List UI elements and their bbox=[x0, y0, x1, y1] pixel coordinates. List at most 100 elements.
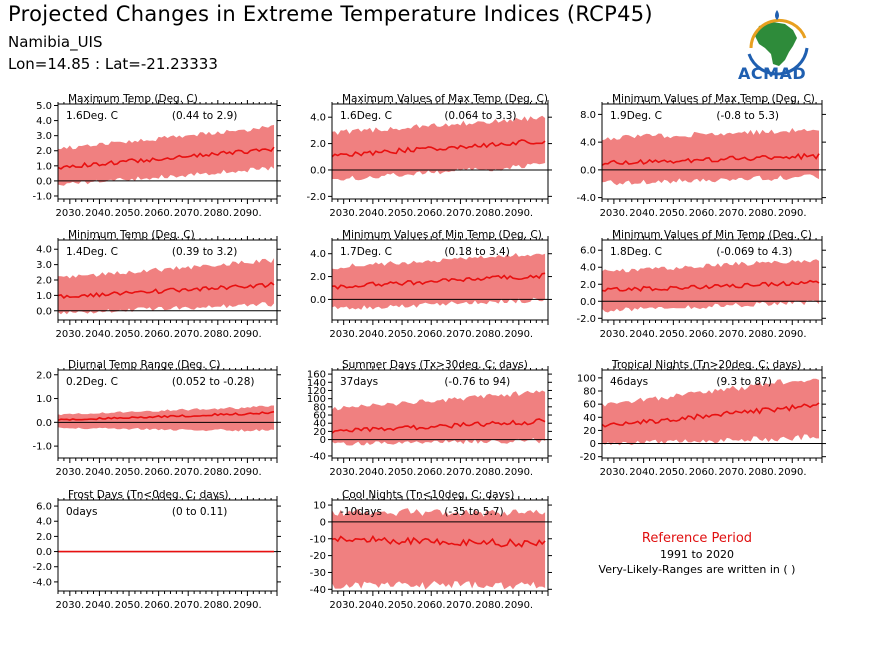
x-tick-label: 2060. bbox=[417, 329, 446, 340]
x-tick-label: 2070. bbox=[174, 467, 203, 478]
summary-value: 1.6Deg. C bbox=[66, 110, 118, 122]
plot-frame bbox=[331, 369, 549, 459]
x-tick-label: 2080. bbox=[203, 329, 232, 340]
y-tick-label: 4.0 bbox=[36, 116, 52, 127]
x-tick-label: 2060. bbox=[144, 208, 173, 219]
x-tick-label: 2030. bbox=[56, 467, 85, 478]
x-tick-label: 2080. bbox=[203, 467, 232, 478]
y-tick-label: 120 bbox=[307, 386, 326, 397]
y-tick-label: -4.0 bbox=[32, 577, 52, 588]
y-tick-label: 2.0 bbox=[36, 370, 52, 381]
chart-title: Summer Days (Tx>30deg. C; days) bbox=[342, 359, 528, 371]
x-tick-label: 2040. bbox=[359, 467, 388, 478]
x-tick-label: 2090. bbox=[233, 467, 262, 478]
x-tick-label: 2090. bbox=[233, 208, 262, 219]
x-tick-label: 2080. bbox=[475, 208, 504, 219]
location-label: Namibia_UIS bbox=[8, 33, 103, 51]
median-line bbox=[602, 402, 820, 428]
y-tick-label: -1.0 bbox=[32, 191, 52, 202]
y-tick-label: 160 bbox=[307, 370, 326, 381]
y-tick-label: 60 bbox=[583, 400, 596, 411]
x-tick-label: 2030. bbox=[600, 467, 629, 478]
summary-value: 1.9Deg. C bbox=[610, 110, 662, 122]
chart-title: Minimum Values of Min Temp (Deg. C) bbox=[612, 229, 812, 241]
x-tick-label: 2090. bbox=[504, 600, 533, 611]
likely-range-band bbox=[58, 124, 274, 186]
likely-range-value: (-0.76 to 94) bbox=[444, 376, 510, 388]
y-tick-label: -2.0 bbox=[306, 192, 326, 203]
likely-range-value: (-0.069 to 4.3) bbox=[716, 246, 792, 258]
summary-value: 0days bbox=[66, 506, 97, 518]
plot-area bbox=[58, 124, 277, 186]
y-tick-label: 10 bbox=[313, 501, 326, 512]
summary-value: 1.8Deg. C bbox=[610, 246, 662, 258]
y-tick-label: 2.0 bbox=[36, 532, 52, 543]
acmad-logo bbox=[747, 10, 809, 76]
x-tick-label: 2080. bbox=[748, 329, 777, 340]
summary-value: 46days bbox=[610, 376, 648, 388]
x-tick-label: 2030. bbox=[600, 208, 629, 219]
x-tick-label: 2070. bbox=[174, 208, 203, 219]
x-tick-label: 2050. bbox=[659, 467, 688, 478]
likely-range-value: (-35 to 5.7) bbox=[444, 506, 503, 518]
x-tick-label: 2050. bbox=[115, 600, 144, 611]
y-tick-label: 60 bbox=[313, 411, 326, 422]
x-tick-label: 2060. bbox=[144, 467, 173, 478]
median-line bbox=[602, 279, 820, 293]
plot-area bbox=[602, 259, 822, 313]
chart-title: Minimum Values of Min Temp (Deg. C) bbox=[342, 229, 542, 241]
x-tick-label: 2030. bbox=[329, 600, 358, 611]
y-tick-label: 0 bbox=[320, 435, 326, 446]
y-tick-label: 140 bbox=[307, 378, 326, 389]
x-tick-label: 2030. bbox=[56, 329, 85, 340]
plot-area bbox=[602, 378, 822, 446]
x-tick-label: 2060. bbox=[417, 208, 446, 219]
chart-title: Minimum Values of Max Temp (Deg. C) bbox=[612, 93, 815, 105]
y-tick-label: 6.0 bbox=[580, 246, 596, 257]
chart-panel: -4.0 -2.0 0.0 2.0 4.0 6.0 2030. 2040. 2050. 2060.… bbox=[32, 489, 281, 611]
plot-frame bbox=[57, 499, 278, 592]
likely-range-band bbox=[58, 258, 274, 315]
y-tick-label: -2.0 bbox=[32, 562, 52, 573]
plot-frame bbox=[601, 239, 823, 321]
x-tick-label: 2070. bbox=[718, 208, 747, 219]
x-tick-label: 2060. bbox=[417, 467, 446, 478]
x-tick-label: 2040. bbox=[629, 208, 658, 219]
x-tick-label: 2050. bbox=[659, 208, 688, 219]
y-tick-label: 0 bbox=[320, 517, 326, 528]
x-tick-label: 2080. bbox=[475, 467, 504, 478]
x-tick-label: 2030. bbox=[329, 467, 358, 478]
page-title: Projected Changes in Extreme Temperature… bbox=[8, 2, 653, 26]
plot-area bbox=[332, 115, 548, 181]
summary-value: 37days bbox=[340, 376, 378, 388]
y-tick-label: 20 bbox=[583, 426, 596, 437]
y-tick-label: 4.0 bbox=[310, 113, 326, 124]
chart-title: Frost Days (Tn<0deg. C; days) bbox=[68, 489, 228, 501]
x-tick-label: 2070. bbox=[446, 467, 475, 478]
median-line bbox=[332, 418, 546, 434]
median-line bbox=[332, 534, 546, 548]
y-tick-label: -40 bbox=[310, 451, 326, 462]
x-tick-label: 2050. bbox=[388, 467, 417, 478]
x-tick-label: 2050. bbox=[115, 329, 144, 340]
plot-frame bbox=[331, 103, 549, 200]
x-tick-label: 2090. bbox=[233, 329, 262, 340]
x-tick-label: 2040. bbox=[85, 600, 114, 611]
plot-frame bbox=[601, 369, 823, 459]
x-tick-label: 2060. bbox=[417, 600, 446, 611]
x-tick-label: 2090. bbox=[778, 208, 807, 219]
x-tick-label: 2070. bbox=[174, 600, 203, 611]
y-tick-label: -10 bbox=[310, 534, 326, 545]
likely-range-value: (0.44 to 2.9) bbox=[172, 110, 238, 122]
x-tick-label: 2070. bbox=[446, 329, 475, 340]
likely-range-value: (0.18 to 3.4) bbox=[444, 246, 510, 258]
x-tick-label: 2040. bbox=[359, 600, 388, 611]
plot-area bbox=[602, 128, 822, 186]
x-tick-label: 2090. bbox=[778, 329, 807, 340]
chart-panel: -20 0 20 40 60 80 100 2030. 2040. 2050. 2060. 2070.… bbox=[577, 359, 826, 478]
y-tick-label: 0.0 bbox=[36, 176, 52, 187]
x-tick-label: 2040. bbox=[629, 467, 658, 478]
y-tick-label: 40 bbox=[313, 419, 326, 430]
